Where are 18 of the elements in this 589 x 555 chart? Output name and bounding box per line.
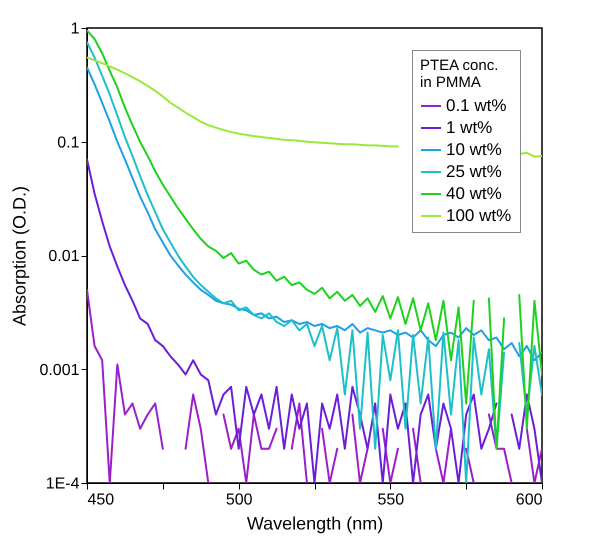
legend-label: 25 wt% xyxy=(446,162,502,181)
legend-title: PTEA conc. in PMMA xyxy=(420,57,498,91)
legend-label: 1 wt% xyxy=(446,118,492,137)
legend-label: 100 wt% xyxy=(446,206,512,225)
y-axis-title: Absorption (O.D.) xyxy=(9,186,30,326)
legend-label: 0.1 wt% xyxy=(446,96,506,115)
y-tick-label: 1 xyxy=(70,20,80,38)
x-tick-label: 500 xyxy=(226,492,253,508)
x-axis-title: Wavelength (nm) xyxy=(246,514,384,534)
legend-label: 40 wt% xyxy=(446,184,502,203)
y-tick-label: 0.001 xyxy=(39,362,80,379)
legend-label: 10 wt% xyxy=(446,140,502,159)
y-tick-label: 0.1 xyxy=(57,134,80,152)
y-tick-label: 1E-4 xyxy=(46,476,80,492)
y-tick-label: 0.01 xyxy=(48,248,80,265)
x-tick-label: 550 xyxy=(377,492,404,508)
x-tick-label: 450 xyxy=(88,492,114,508)
x-tick-label: 600 xyxy=(516,492,543,508)
